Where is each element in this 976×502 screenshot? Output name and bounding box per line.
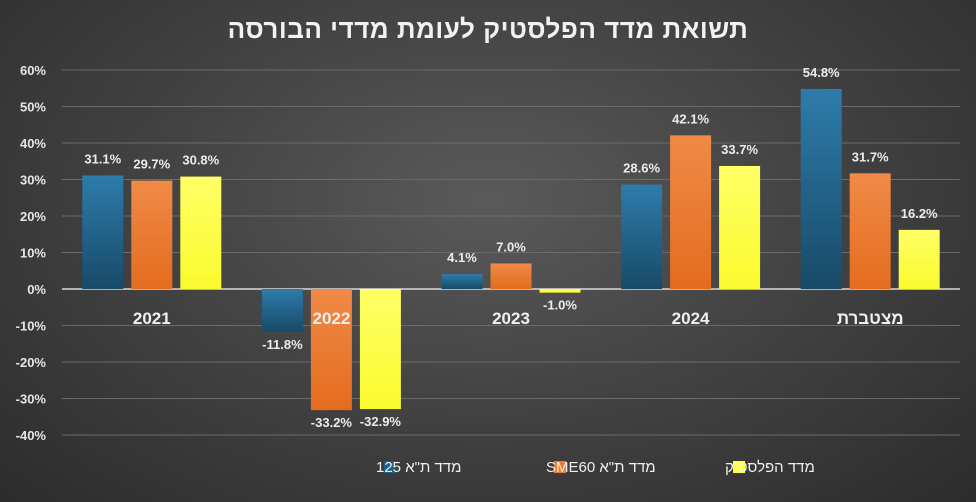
x-axis: 2021 2022 2023 2024 מצטברת — [133, 309, 904, 328]
y-tick-label: 0% — [27, 282, 46, 297]
y-tick-label: 10% — [20, 246, 46, 261]
data-label: 29.7% — [133, 157, 170, 172]
data-label: -11.8% — [262, 337, 303, 352]
bar — [131, 180, 173, 289]
legend-label: מדד הפלסטיק — [725, 459, 815, 476]
legend-swatch — [733, 461, 745, 473]
bar — [800, 88, 842, 289]
data-label: 42.1% — [672, 111, 709, 126]
chart-title: תשואת מדד הפלסטיק לעומת מדדי הבורסה — [227, 14, 749, 44]
bar — [849, 173, 891, 289]
data-label: 31.1% — [84, 151, 121, 166]
bar — [490, 263, 532, 289]
y-tick-label: -40% — [16, 428, 47, 443]
category-label: 2024 — [672, 309, 710, 328]
bar — [82, 175, 124, 289]
category-label: 2023 — [492, 309, 530, 328]
data-label: 4.1% — [447, 250, 477, 265]
legend: מדד ת"א 125 מדד ת"א SME60 מדד הפלסטיק — [376, 459, 815, 476]
bar — [310, 289, 352, 411]
data-label: -33.2% — [311, 415, 353, 430]
y-axis: 60% 50% 40% 30% 20% 10% 0% -10% -20% -30% -40% — [16, 63, 47, 443]
legend-label: מדד ת"א SME60 — [546, 459, 656, 476]
y-tick-label: -30% — [16, 392, 47, 407]
bar — [539, 289, 581, 293]
data-label: 30.8% — [182, 153, 219, 168]
data-label: 31.7% — [852, 149, 889, 164]
data-label: 28.6% — [623, 161, 660, 176]
bar — [898, 229, 940, 289]
bars — [82, 88, 940, 411]
legend-swatch — [384, 461, 396, 473]
category-label: 2022 — [312, 309, 350, 328]
legend-label: מדד ת"א 125 — [376, 459, 461, 476]
bar — [261, 289, 303, 333]
bar — [670, 135, 712, 289]
y-tick-label: 40% — [20, 136, 46, 151]
data-label: 16.2% — [901, 206, 938, 221]
bar — [719, 165, 761, 289]
category-label: מצטברת — [837, 309, 904, 328]
y-tick-label: 60% — [20, 63, 46, 78]
y-tick-label: 30% — [20, 173, 46, 188]
bar — [359, 289, 401, 410]
data-label: -1.0% — [543, 298, 577, 313]
data-label: 33.7% — [721, 142, 758, 157]
y-tick-label: 50% — [20, 100, 46, 115]
data-label: -32.9% — [360, 414, 402, 429]
data-label: 54.8% — [803, 65, 840, 80]
category-label: 2021 — [133, 309, 171, 328]
data-labels: 31.1% 29.7% 30.8% -11.8% -33.2% -32.9% 4.1% 7.0… — [84, 65, 938, 430]
y-tick-label: -20% — [16, 355, 47, 370]
legend-swatch — [554, 461, 566, 473]
bar — [180, 176, 222, 289]
data-label: 7.0% — [496, 239, 526, 254]
y-tick-label: -10% — [16, 319, 47, 334]
bar — [441, 274, 483, 289]
y-tick-label: 20% — [20, 209, 46, 224]
bar — [621, 184, 663, 289]
gridlines — [62, 69, 960, 436]
